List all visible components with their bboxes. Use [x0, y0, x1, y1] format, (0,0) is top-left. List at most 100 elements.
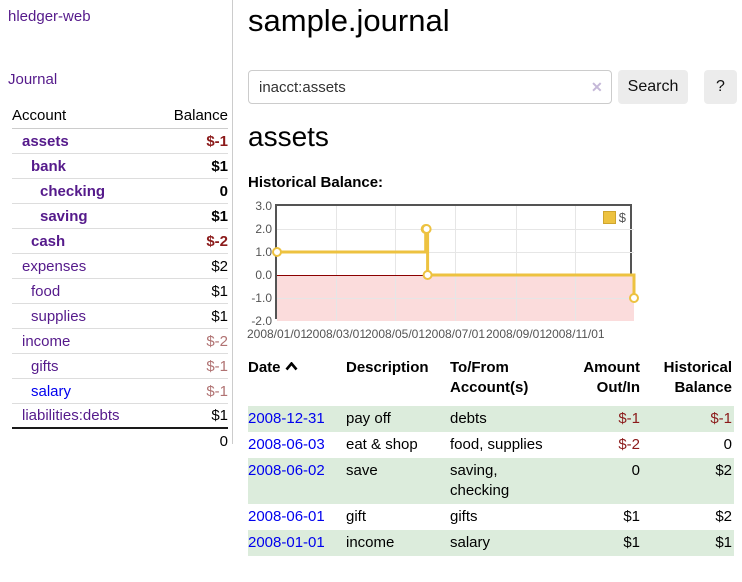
txn-accounts: food, supplies [450, 436, 543, 453]
account-row: gifts $-1 [12, 354, 228, 379]
txn-description: pay off [346, 406, 450, 432]
txn-balance: $1 [642, 530, 734, 556]
account-balance: $-1 [206, 132, 228, 150]
x-tick-label: 2008/11/01 [545, 327, 605, 341]
legend-swatch [602, 211, 616, 224]
accounts-total-row: 0 [12, 429, 228, 454]
txn-accounts: saving, checking [450, 458, 546, 504]
help-button[interactable]: ? [704, 70, 737, 104]
account-row: expenses $2 [12, 254, 228, 279]
y-tick-label: -2.0 [251, 314, 272, 328]
account-row: salary $-1 [12, 379, 228, 404]
account-balance: $1 [211, 157, 228, 175]
app-brand-link[interactable]: hledger-web [8, 8, 91, 25]
account-row: food $1 [12, 279, 228, 304]
account-link-gifts[interactable]: gifts [31, 357, 59, 375]
gridline [516, 206, 517, 321]
account-link-income[interactable]: income [22, 332, 71, 350]
txn-amount: $-2 [618, 436, 640, 453]
account-link-bank[interactable]: bank [31, 157, 67, 175]
txn-amount: $-1 [546, 406, 642, 432]
txn-date-link[interactable]: 2008-06-02 [248, 462, 325, 479]
account-balance: 0 [219, 182, 228, 200]
transaction-row: 2008-06-03 eat & shop food, supplies $-2… [248, 432, 734, 458]
txn-date-link[interactable]: 2008-06-03 [248, 436, 325, 453]
account-link-salary[interactable]: salary [31, 382, 72, 400]
date-header-label: Date [248, 359, 281, 376]
x-tick-label: 2008/09/01 [485, 327, 547, 341]
account-link-expenses[interactable]: expenses [22, 257, 87, 275]
y-tick-label: 2.0 [255, 222, 272, 236]
gridline [455, 206, 456, 321]
txn-description: gift [346, 508, 367, 525]
chart-legend: $ [602, 210, 626, 225]
account-row: liabilities:debts $1 [12, 404, 228, 429]
txn-balance: $2 [642, 458, 734, 504]
txn-amount: 0 [546, 458, 642, 504]
column-header-date: Date [248, 356, 346, 406]
transaction-row: 2008-01-01 income salary $1 $1 [248, 530, 734, 556]
search-form: ✕ Search ? [248, 70, 742, 104]
page-title: sample.journal [248, 3, 450, 38]
balance-series-line [272, 224, 639, 303]
accounts-table: Account Balance assets $-1 bank $1 check… [12, 103, 228, 454]
account-row: income $-2 [12, 329, 228, 354]
account-balance: $1 [211, 307, 228, 325]
y-tick-label: 1.0 [255, 245, 272, 259]
txn-date-link[interactable]: 2008-01-01 [248, 534, 325, 551]
historical-balance-chart: 3.0 2.0 1.0 0.0 -1.0 -2.0 $ [247, 198, 668, 346]
txn-amount: $1 [546, 530, 642, 556]
gridline [395, 206, 396, 321]
transaction-row: 2008-12-31 pay off debts $-1 $-1 [248, 406, 734, 432]
search-input[interactable] [248, 70, 612, 104]
transactions-header-row: Date Description To/From Account(s) Amou… [248, 356, 734, 406]
chart-plot-area: $ [272, 204, 639, 321]
y-tick-label: 0.0 [255, 268, 272, 282]
account-heading: assets [248, 121, 329, 152]
column-header-accounts: To/From Account(s) [450, 359, 529, 396]
account-link-cash[interactable]: cash [31, 232, 66, 250]
txn-amount: $1 [623, 508, 640, 525]
txn-description: eat & shop [346, 436, 418, 453]
y-tick-label: 3.0 [255, 199, 272, 213]
transaction-row: 2008-06-01 gift gifts $1 $2 [248, 504, 734, 530]
accounts-header-account: Account [12, 107, 67, 124]
txn-description: income [346, 530, 450, 556]
account-row: assets $-1 [12, 129, 228, 154]
account-balance: $-1 [206, 357, 228, 375]
account-link-supplies[interactable]: supplies [31, 307, 87, 325]
accounts-total-value: 0 [219, 433, 228, 450]
transactions-table: Date Description To/From Account(s) Amou… [248, 356, 734, 556]
x-tick-label: 2008/05/01 [364, 327, 426, 341]
account-link-assets[interactable]: assets [22, 132, 69, 150]
account-balance: $-2 [206, 232, 228, 250]
clear-search-icon[interactable]: ✕ [591, 79, 603, 95]
account-row: saving $1 [12, 204, 228, 229]
x-tick-label: 2008/07/01 [424, 327, 486, 341]
account-link-checking[interactable]: checking [40, 182, 106, 200]
column-header-balance: Historical Balance [663, 359, 732, 396]
gridline [336, 206, 337, 321]
sort-by-date-link[interactable]: Date [248, 359, 298, 376]
txn-accounts: salary [450, 530, 546, 556]
search-button[interactable]: Search [618, 70, 688, 104]
sidebar-item-journal[interactable]: Journal [8, 71, 58, 88]
sidebar: hledger-web Journal Account Balance asse… [0, 0, 233, 450]
column-header-amount: Amount Out/In [583, 359, 640, 396]
account-balance: $1 [211, 282, 228, 300]
account-link-saving[interactable]: saving [40, 207, 88, 225]
txn-date-link[interactable]: 2008-06-01 [248, 508, 325, 525]
account-link-food[interactable]: food [31, 282, 61, 300]
account-row: bank $1 [12, 154, 228, 179]
column-header-description: Description [346, 359, 429, 376]
account-link-liabilities-debts[interactable]: liabilities:debts [22, 407, 120, 424]
txn-date-link[interactable]: 2008-12-31 [248, 410, 325, 427]
account-row: supplies $1 [12, 304, 228, 329]
accounts-header-balance: Balance [173, 107, 228, 124]
txn-description: save [346, 458, 450, 504]
txn-balance: 0 [723, 436, 732, 453]
account-balance: $-2 [206, 332, 228, 350]
chart-title: Historical Balance: [248, 174, 384, 191]
y-tick-label: -1.0 [251, 291, 272, 305]
